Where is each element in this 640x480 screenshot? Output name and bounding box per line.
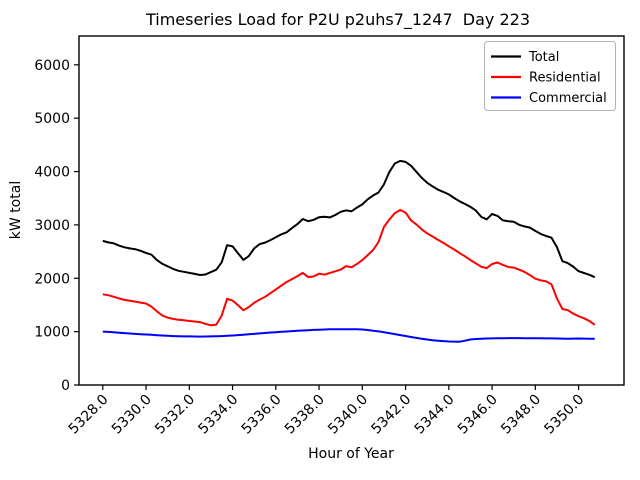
- x-tick-label: 5342.0: [368, 392, 414, 438]
- y-axis-ticks: 0 1000 2000 3000 4000 5000 6000: [34, 58, 79, 394]
- axes-frame: [78, 35, 625, 386]
- x-tick-label: 5338.0: [282, 392, 328, 438]
- legend-label-total: Total: [528, 50, 559, 65]
- y-tick-label: 0: [61, 378, 70, 394]
- legend-box: [484, 41, 616, 111]
- y-tick-label: 5000: [34, 111, 70, 127]
- x-tick-label: 5334.0: [195, 392, 241, 438]
- legend: Total Residential Commercial: [484, 41, 616, 111]
- y-tick-label: 6000: [34, 58, 70, 74]
- x-tick-label: 5350.0: [541, 392, 587, 438]
- x-tick-label: 5346.0: [455, 392, 501, 438]
- legend-label-commercial: Commercial: [529, 91, 607, 106]
- y-axis-label: kW total: [8, 181, 24, 239]
- y-tick-label: 1000: [34, 325, 70, 341]
- x-tick-label: 5332.0: [152, 392, 198, 438]
- x-tick-label: 5340.0: [325, 392, 371, 438]
- y-tick-label: 3000: [34, 218, 70, 234]
- x-axis-ticks: 5328.05330.05332.05334.05336.05338.05340…: [66, 385, 587, 438]
- legend-label-residential: Residential: [529, 71, 601, 86]
- x-tick-label: 5328.0: [66, 392, 112, 438]
- series-line-total: [102, 159, 596, 279]
- chart-title: Timeseries Load for P2U p2uhs7_1247 Day …: [145, 10, 530, 30]
- x-axis-label: Hour of Year: [308, 446, 394, 462]
- x-tick-label: 5336.0: [239, 392, 285, 438]
- x-tick-label: 5344.0: [412, 392, 458, 438]
- y-tick-label: 4000: [34, 165, 70, 181]
- x-tick-label: 5348.0: [498, 392, 544, 438]
- series-lines: [102, 159, 596, 343]
- x-tick-label: 5330.0: [109, 392, 155, 438]
- y-tick-label: 2000: [34, 271, 70, 287]
- series-line-commercial: [102, 328, 595, 343]
- series-line-residential: [102, 209, 596, 327]
